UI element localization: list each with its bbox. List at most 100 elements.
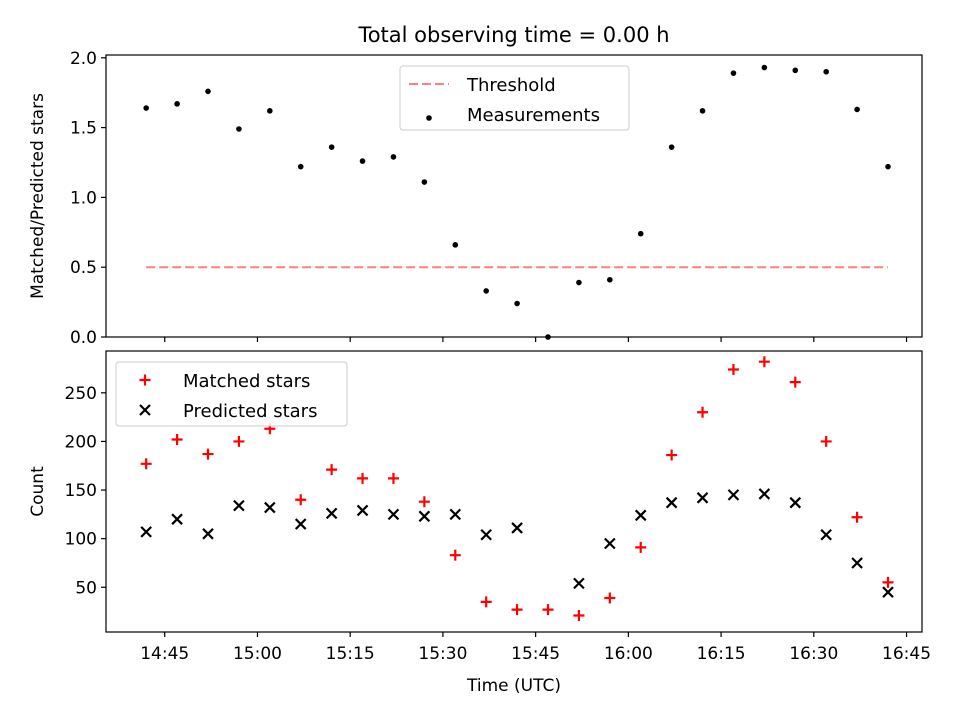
plot-frame: [105, 350, 923, 633]
matched-star-point: [202, 448, 214, 460]
plot-frame: [105, 54, 923, 338]
y-tick-label: 1.5: [70, 119, 97, 139]
measurement-point: [792, 67, 799, 74]
predicted-star-point: [449, 508, 462, 521]
predicted-star-point: [294, 518, 307, 530]
matched-star-point: [387, 472, 399, 484]
predicted-star-point: [511, 522, 523, 534]
legend-box: [115, 361, 348, 427]
matched-star-point: [635, 541, 647, 553]
measurement-point: [390, 154, 397, 160]
predicted-star-point: [696, 492, 709, 504]
measurement-point: [761, 64, 768, 71]
matched-star-point: [295, 494, 307, 506]
legend: Threshold Measurements: [399, 65, 630, 131]
x-axis-label: Time (UTC): [466, 676, 561, 696]
x-tick-label: 15:30: [418, 644, 467, 664]
matched-star-point: [789, 376, 801, 388]
chart-title: Total observing time = 0.00 h: [357, 23, 669, 47]
plot-area: [143, 64, 891, 340]
measurement-point: [205, 88, 211, 95]
matched-star-point: [604, 592, 616, 604]
matched-star-point: [882, 576, 894, 588]
x-tick-label: 16:15: [697, 644, 746, 664]
predicted-star-point: [325, 507, 338, 520]
legend-box: [399, 65, 630, 131]
measurement-point: [699, 108, 706, 114]
matched-star-point: [851, 511, 863, 523]
legend-label: Predicted stars: [183, 401, 317, 422]
matched-star-point: [480, 596, 492, 608]
legend: Matched stars Predicted stars: [115, 361, 348, 427]
matched-star-point: [727, 363, 739, 375]
measurement-point: [823, 68, 829, 75]
predicted-star-point: [202, 528, 214, 540]
legend-predicted-swatch: [139, 404, 151, 416]
measurement-point: [236, 126, 242, 132]
predicted-star-point: [418, 510, 431, 523]
measurement-point: [668, 144, 675, 150]
matched-star-point: [758, 356, 770, 368]
predicted-star-point: [820, 528, 832, 541]
y-tick-label: 100: [65, 530, 97, 550]
counts-panel: 14:45 15:00 15:15 15:30 15:45 16:00 16:15 16:30…: [28, 350, 931, 664]
measurement-point: [359, 158, 366, 164]
matched-star-point: [449, 549, 461, 561]
measurement-point: [267, 108, 273, 114]
legend-label: Measurements: [467, 105, 600, 126]
predicted-star-point: [851, 557, 863, 569]
predicted-star-point: [387, 508, 400, 521]
matched-star-point: [233, 435, 245, 447]
measurement-point: [174, 101, 180, 107]
matched-star-point: [573, 609, 585, 621]
x-tick-label: 14:45: [140, 644, 189, 664]
matched-star-point: [820, 435, 832, 447]
y-tick-label: 0.0: [70, 328, 97, 348]
y-tick-label: 250: [65, 384, 97, 404]
measurement-point: [576, 279, 582, 286]
matched-star-point: [357, 472, 369, 484]
legend-measurement-swatch: [426, 115, 432, 121]
measurement-point: [143, 105, 149, 111]
predicted-star-point: [758, 488, 771, 500]
y-axis-label: Count: [28, 466, 48, 517]
measurement-point: [637, 230, 644, 237]
ratio-panel: 0.0 0.5 1.0 1.5 2.0 Matched/Predicted stars Th…: [28, 49, 923, 348]
measurement-point: [297, 163, 304, 170]
measurement-point: [452, 242, 459, 248]
y-tick-label: 1.0: [70, 188, 97, 208]
matched-star-point: [326, 464, 338, 476]
matched-star-point: [666, 449, 678, 461]
measurement-point: [885, 163, 891, 170]
y-tick-label: 50: [75, 578, 97, 598]
legend-matched-swatch: [139, 374, 151, 386]
x-tick-label: 16:00: [604, 644, 653, 664]
x-tick-label: 16:30: [789, 644, 838, 664]
x-tick-label: 15:45: [511, 644, 560, 664]
measurement-point: [730, 70, 737, 76]
matched-star-point: [697, 406, 709, 418]
predicted-star-point: [573, 577, 585, 590]
plot-area: [140, 356, 894, 621]
predicted-star-point: [480, 528, 492, 541]
predicted-star-point: [356, 504, 369, 517]
x-tick-label: 16:45: [882, 644, 931, 664]
predicted-star-point: [604, 537, 616, 550]
measurement-point: [514, 300, 520, 307]
measurement-point: [421, 179, 428, 185]
legend-label: Threshold: [466, 75, 556, 96]
predicted-star-point: [665, 496, 678, 509]
measurement-point: [854, 106, 860, 113]
predicted-star-point: [882, 586, 894, 598]
y-tick-label: 150: [65, 481, 97, 501]
y-axis-label: Matched/Predicted stars: [28, 93, 48, 299]
measurement-point: [328, 144, 335, 150]
predicted-star-point: [233, 499, 245, 512]
predicted-star-point: [264, 501, 276, 514]
measurement-point: [483, 288, 489, 294]
predicted-star-point: [140, 526, 152, 538]
matched-star-point: [140, 458, 152, 470]
y-tick-label: 2.0: [70, 49, 97, 69]
matched-star-point: [418, 496, 430, 508]
